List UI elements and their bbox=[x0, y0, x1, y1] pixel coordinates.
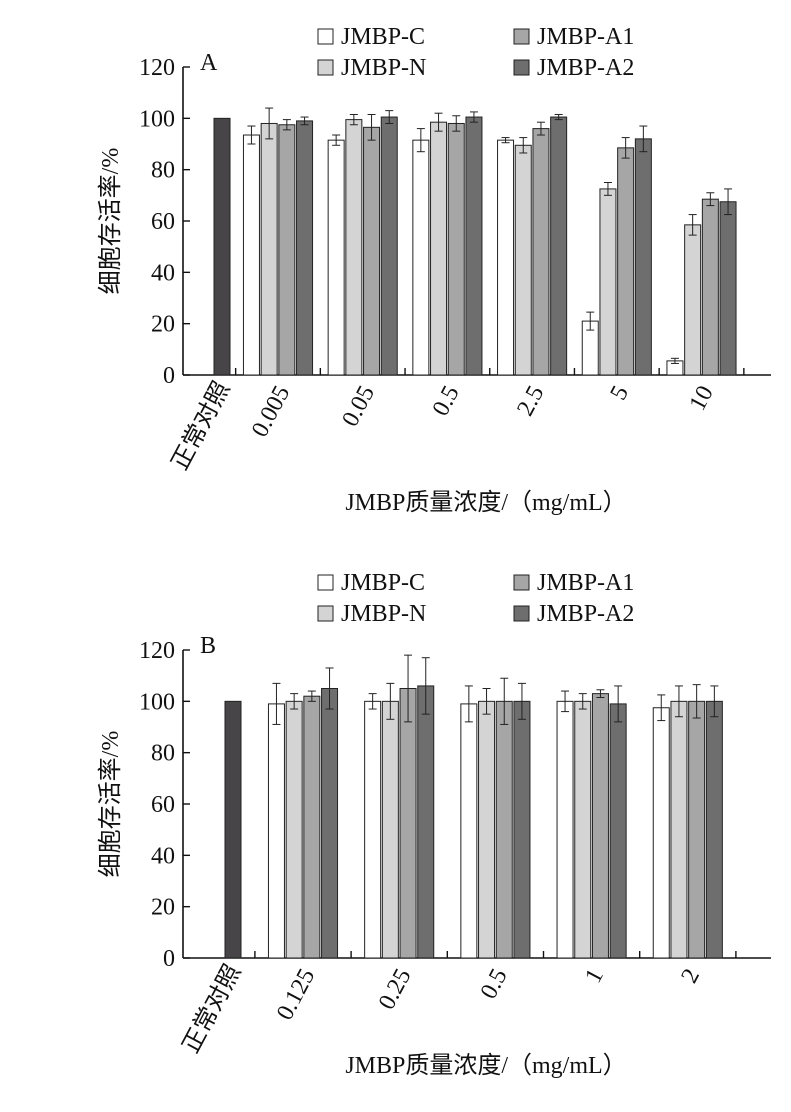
bar-jmbp-a1-10 bbox=[701, 198, 719, 376]
legend-label-jmbp-a1: JMBP-A1 bbox=[537, 24, 634, 50]
x-tick-label: 2 bbox=[677, 965, 706, 988]
bar-jmbp-n-2 bbox=[670, 700, 688, 959]
bar-jmbp-a2-0.25 bbox=[417, 685, 435, 959]
panel-label: B bbox=[200, 633, 216, 659]
bar-jmbp-c-2 bbox=[652, 707, 670, 959]
bar-jmbp-n-0.5 bbox=[478, 700, 496, 959]
x-tick-label-control: 正常对照 bbox=[177, 960, 246, 1057]
bar-jmbp-n-1 bbox=[574, 700, 592, 959]
y-tick-label: 80 bbox=[151, 158, 175, 184]
bar-jmbp-n-2.5 bbox=[514, 144, 532, 376]
x-tick-label: 0.05 bbox=[337, 382, 380, 431]
bar-jmbp-a1-1 bbox=[591, 693, 609, 959]
legend-swatch-jmbp-a1 bbox=[513, 574, 530, 591]
x-tick-label: 0.005 bbox=[247, 382, 295, 442]
bar-jmbp-a1-0.125 bbox=[303, 695, 321, 959]
y-tick-label: 40 bbox=[151, 843, 175, 869]
bar-jmbp-c-0.005 bbox=[242, 134, 260, 376]
y-tick-label: 0 bbox=[163, 946, 175, 972]
y-tick-label: 40 bbox=[151, 260, 175, 286]
y-axis-label: 细胞存活率/% bbox=[97, 731, 124, 878]
x-axis-label: JMBP质量浓度/（mg/mL） bbox=[345, 1052, 626, 1079]
legend-label-jmbp-c: JMBP-C bbox=[341, 24, 425, 50]
x-tick-label-control: 正常对照 bbox=[166, 377, 235, 474]
bar-jmbp-a1-5 bbox=[617, 147, 635, 376]
x-tick-label: 0.5 bbox=[428, 382, 465, 421]
legend-label-jmbp-n: JMBP-N bbox=[341, 601, 426, 627]
y-tick-label: 20 bbox=[151, 895, 175, 921]
legend-swatch-jmbp-c bbox=[317, 574, 334, 591]
legend-label-jmbp-a2: JMBP-A2 bbox=[537, 55, 634, 81]
legend-label-jmbp-n: JMBP-N bbox=[341, 55, 426, 81]
bar-jmbp-n-5 bbox=[599, 188, 617, 376]
bar-jmbp-a1-0.005 bbox=[278, 124, 296, 376]
x-axis-label: JMBP质量浓度/（mg/mL） bbox=[345, 489, 626, 516]
x-tick-label: 1 bbox=[580, 965, 609, 988]
legend-swatch-jmbp-a1 bbox=[513, 28, 530, 45]
x-tick-label: 0.125 bbox=[272, 965, 320, 1025]
bar-jmbp-a2-0.005 bbox=[296, 120, 314, 376]
x-tick-label: 10 bbox=[685, 382, 719, 415]
bar-jmbp-c-0.25 bbox=[364, 700, 382, 959]
bar-jmbp-a1-0.5 bbox=[495, 700, 513, 959]
bar-jmbp-a2-0.5 bbox=[513, 700, 531, 959]
bar-jmbp-a1-0.5 bbox=[447, 122, 465, 376]
bar-jmbp-a2-0.125 bbox=[321, 688, 339, 959]
legend-swatch-jmbp-a2 bbox=[513, 59, 530, 76]
bar-jmbp-a1-0.05 bbox=[363, 126, 381, 376]
y-tick-label: 60 bbox=[151, 792, 175, 818]
y-tick-label: 60 bbox=[151, 209, 175, 235]
y-tick-label: 100 bbox=[139, 689, 175, 715]
bar-jmbp-a1-0.25 bbox=[399, 688, 417, 959]
bar-jmbp-c-0.5 bbox=[412, 139, 430, 376]
panel-label: A bbox=[200, 50, 218, 76]
chart-panel-b: 0 20 40 60 80 100 120 B 细胞存活率/% JMBP质量浓度/（mg/mL） 正… bbox=[97, 570, 771, 1079]
y-axis-label: 细胞存活率/% bbox=[97, 148, 124, 295]
legend-swatch-jmbp-n bbox=[317, 605, 334, 622]
bar-jmbp-a2-0.5 bbox=[465, 116, 483, 376]
bar-jmbp-n-0.25 bbox=[381, 700, 399, 959]
bar-jmbp-c-0.05 bbox=[327, 139, 345, 376]
bar-control bbox=[224, 700, 242, 959]
legend-swatch-jmbp-c bbox=[317, 28, 334, 45]
bar-jmbp-n-0.5 bbox=[430, 121, 448, 376]
legend-label-jmbp-c: JMBP-C bbox=[341, 570, 425, 596]
bar-jmbp-n-10 bbox=[684, 224, 702, 376]
bar-jmbp-a2-2.5 bbox=[550, 116, 568, 376]
bar-jmbp-n-0.125 bbox=[285, 700, 303, 959]
bar-jmbp-n-0.005 bbox=[260, 122, 278, 376]
bar-jmbp-a2-2 bbox=[705, 700, 723, 959]
x-tick-label: 0.5 bbox=[476, 965, 513, 1004]
legend-swatch-jmbp-n bbox=[317, 59, 334, 76]
bar-jmbp-a1-2.5 bbox=[532, 128, 550, 376]
legend-label-jmbp-a1: JMBP-A1 bbox=[537, 570, 634, 596]
bar-jmbp-c-0.5 bbox=[460, 703, 478, 959]
x-tick-label: 0.25 bbox=[374, 965, 417, 1014]
y-tick-label: 120 bbox=[139, 638, 175, 664]
y-tick-label: 80 bbox=[151, 741, 175, 767]
bar-jmbp-c-0.125 bbox=[267, 703, 285, 959]
x-tick-label: 2.5 bbox=[512, 382, 549, 421]
bar-jmbp-a2-10 bbox=[719, 201, 737, 376]
bar-control bbox=[213, 117, 231, 376]
chart-panel-a: 0 20 40 60 80 100 120 A 细胞存活率/% JMBP质量浓度/（mg/mL） 正… bbox=[97, 24, 771, 516]
bar-jmbp-c-2.5 bbox=[497, 139, 515, 376]
legend-label-jmbp-a2: JMBP-A2 bbox=[537, 601, 634, 627]
y-tick-label: 100 bbox=[139, 106, 175, 132]
bar-jmbp-a2-5 bbox=[634, 138, 652, 376]
bar-jmbp-a1-2 bbox=[688, 700, 706, 959]
bar-jmbp-a2-1 bbox=[609, 703, 627, 959]
bar-jmbp-a2-0.05 bbox=[380, 116, 398, 376]
bar-jmbp-n-0.05 bbox=[345, 119, 363, 376]
x-tick-label: 5 bbox=[606, 382, 635, 405]
y-tick-label: 20 bbox=[151, 312, 175, 338]
y-tick-label: 120 bbox=[139, 55, 175, 81]
y-tick-label: 0 bbox=[163, 363, 175, 389]
legend-swatch-jmbp-a2 bbox=[513, 605, 530, 622]
bar-jmbp-c-1 bbox=[556, 700, 574, 959]
